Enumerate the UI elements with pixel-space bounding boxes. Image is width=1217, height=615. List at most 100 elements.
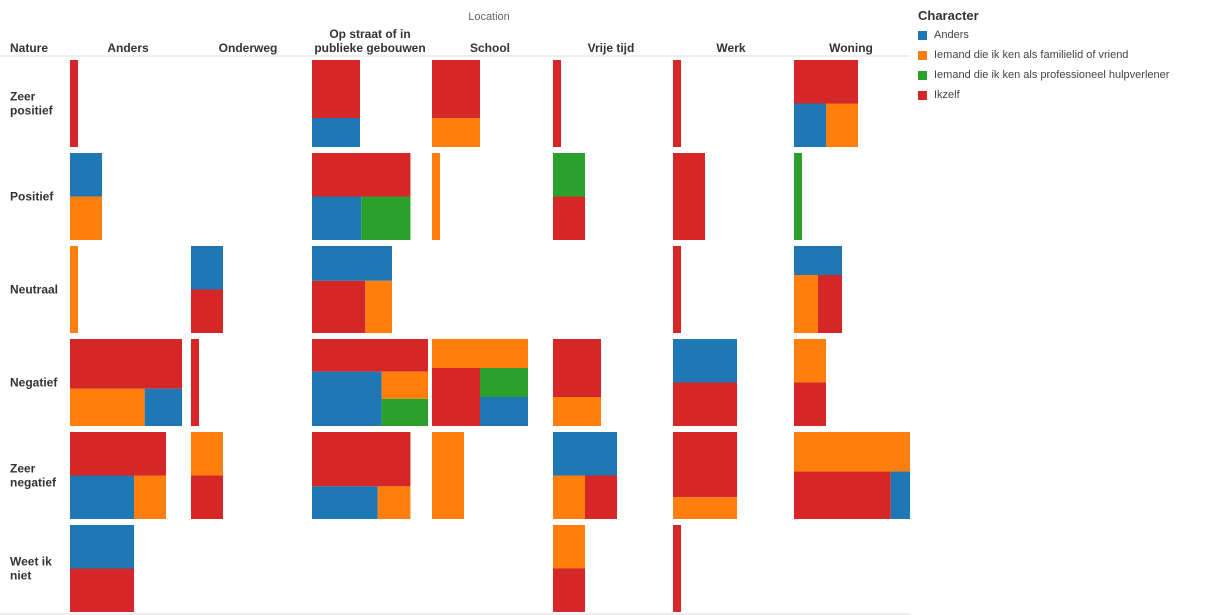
treemap-tile[interactable]: Ikzelf: 1 xyxy=(70,60,78,147)
column-label-vrije-tijd: Vrije tijd xyxy=(588,41,635,55)
treemap-tile[interactable]: Anders: 1 xyxy=(480,397,528,426)
treemap-tile[interactable]: Ikzelf: 1 xyxy=(818,275,842,333)
legend-item[interactable]: Anders xyxy=(918,25,1169,45)
treemap-tile[interactable]: Ikzelf: 2 xyxy=(553,339,601,397)
cell-zeer-positief-op-straat-of-in-publieke-gebouwen: Ikzelf: 2Anders: 1 xyxy=(312,60,360,147)
treemap-tile[interactable]: Iemand die ik ken als familielid of vrie… xyxy=(70,246,78,333)
treemap-tile[interactable]: Iemand die ik ken als professioneel hulp… xyxy=(553,153,585,197)
legend-label: Anders xyxy=(934,29,969,41)
cell-negatief-werk: Anders: 2Ikzelf: 2 xyxy=(673,339,737,426)
treemap-tile[interactable]: Iemand die ik ken als familielid of vrie… xyxy=(553,525,585,569)
treemap-tile[interactable]: Ikzelf: 1 xyxy=(553,196,585,241)
treemap-tile[interactable]: Anders: 1 xyxy=(70,153,102,197)
column-label-school: School xyxy=(470,41,510,55)
treemap-tile[interactable]: Iemand die ik ken als professioneel hulp… xyxy=(480,368,528,397)
treemap-tile[interactable]: Iemand die ik ken als professioneel hulp… xyxy=(361,196,411,241)
cell-zeer-negatief-op-straat-of-in-publieke-gebouwen: Ikzelf: 5Anders: 2Iemand die ik ken als … xyxy=(312,432,411,519)
treemap-tile[interactable]: Anders: 2 xyxy=(312,486,378,519)
treemap-tile[interactable]: Ikzelf: 1 xyxy=(191,289,223,334)
treemap-tile[interactable]: Ikzelf: 2 xyxy=(312,60,360,118)
treemap-tile[interactable]: Iemand die ik ken als familielid of vrie… xyxy=(432,339,528,368)
treemap-tile[interactable]: Anders: 2 xyxy=(553,432,617,476)
treemap-tile[interactable]: Ikzelf: 4 xyxy=(312,153,411,197)
legend-item[interactable]: Iemand die ik ken als professioneel hulp… xyxy=(918,65,1169,85)
cell-positief-op-straat-of-in-publieke-gebouwen: Ikzelf: 4Anders: 2Iemand die ik ken als … xyxy=(312,153,411,241)
treemap-tile[interactable]: Ikzelf: 2 xyxy=(673,153,705,240)
legend-item[interactable]: Iemand die ik ken als familielid of vrie… xyxy=(918,45,1169,65)
treemap-tile[interactable]: Iemand die ik ken als familielid of vrie… xyxy=(377,486,411,519)
treemap-tile[interactable]: Anders: 6 xyxy=(312,371,382,426)
treemap-tile[interactable]: Iemand die ik ken als familielid of vrie… xyxy=(70,388,145,426)
treemap-tile[interactable]: Ikzelf: 2 xyxy=(432,60,480,118)
treemap-tile[interactable]: Ikzelf: 6 xyxy=(312,339,428,372)
treemap-tile[interactable]: Ikzelf: 1 xyxy=(553,568,585,613)
cell-positief-woning: Iemand die ik ken als professioneel hulp… xyxy=(794,153,802,240)
cell-zeer-negatief-vrije-tijd: Anders: 2Iemand die ik ken als familieli… xyxy=(553,432,617,519)
treemap-tile[interactable]: Ikzelf: 5 xyxy=(794,471,891,519)
treemap-tile[interactable]: Iemand die ik ken als familielid of vrie… xyxy=(432,153,440,240)
legend-swatch xyxy=(918,70,927,80)
treemap-tile[interactable]: Anders: 2 xyxy=(70,525,134,569)
treemap-tile[interactable]: Iemand die ik ken als familielid of vrie… xyxy=(191,432,223,476)
treemap-tile[interactable]: Ikzelf: 1 xyxy=(673,525,681,612)
treemap-tile[interactable]: Ikzelf: 1 xyxy=(191,339,199,426)
treemap-tile[interactable]: Iemand die ik ken als familielid of vrie… xyxy=(432,432,464,519)
treemap-tile[interactable]: Anders: 2 xyxy=(70,475,134,520)
treemap-tile[interactable]: Anders: 2 xyxy=(673,339,737,383)
treemap-tile[interactable]: Ikzelf: 2 xyxy=(432,368,480,426)
treemap-tile[interactable]: Iemand die ik ken als familielid of vrie… xyxy=(70,196,102,241)
treemap-tile[interactable]: Iemand die ik ken als familielid of vrie… xyxy=(553,397,601,426)
column-label-op-straat-of-in-publieke-gebouwen: Op straat of in xyxy=(329,27,410,41)
treemap-tile[interactable]: Iemand die ik ken als familielid of vrie… xyxy=(673,497,737,519)
treemap-tile[interactable]: Ikzelf: 1 xyxy=(191,475,223,520)
treemap-tile[interactable]: Ikzelf: 1 xyxy=(673,246,681,333)
treemap-tile[interactable]: Anders: 1 xyxy=(890,471,910,519)
treemap-tile[interactable]: Iemand die ik ken als familielid of vrie… xyxy=(381,371,428,399)
treemap-tile[interactable]: Iemand die ik ken als professioneel hulp… xyxy=(794,153,802,240)
cell-zeer-positief-vrije-tijd: Ikzelf: 1 xyxy=(553,60,561,147)
treemap-tile[interactable]: Ikzelf: 2 xyxy=(794,60,858,104)
treemap-tile[interactable]: Iemand die ik ken als familielid of vrie… xyxy=(134,475,166,520)
treemap-tile[interactable]: Iemand die ik ken als familielid of vrie… xyxy=(432,118,480,147)
treemap-tile[interactable]: Ikzelf: 2 xyxy=(312,280,366,333)
row-label-zeer-positief: positief xyxy=(10,104,54,118)
legend-item[interactable]: Ikzelf xyxy=(918,85,1169,105)
treemap-tile[interactable]: Anders: 1 xyxy=(312,118,360,147)
treemap-tile[interactable]: Ikzelf: 1 xyxy=(794,382,826,427)
treemap-tile[interactable]: Ikzelf: 2 xyxy=(673,382,737,427)
legend-label: Iemand die ik ken als familielid of vrie… xyxy=(934,49,1129,61)
cell-negatief-anders: Ikzelf: 4Iemand die ik ken als familieli… xyxy=(70,339,182,426)
treemap-tile[interactable]: Anders: 1 xyxy=(144,388,182,426)
row-label-positief: Positief xyxy=(10,190,54,204)
treemap-tile[interactable]: Iemand die ik ken als familielid of vrie… xyxy=(826,103,858,148)
cell-zeer-negatief-woning: Iemand die ik ken als familielid of vrie… xyxy=(794,432,910,519)
treemap-tile[interactable]: Ikzelf: 5 xyxy=(312,432,411,487)
treemap-tile[interactable]: Iemand die ik ken als familielid of vrie… xyxy=(365,280,392,333)
legend-swatch xyxy=(918,30,927,40)
treemap-tile[interactable]: Anders: 1 xyxy=(794,103,826,148)
cell-neutraal-werk: Ikzelf: 1 xyxy=(673,246,681,333)
treemap-tile[interactable]: Ikzelf: 1 xyxy=(553,60,561,147)
cell-zeer-positief-anders: Ikzelf: 1 xyxy=(70,60,78,147)
treemap-tile[interactable]: Anders: 1 xyxy=(794,246,842,275)
treemap-tile[interactable]: Ikzelf: 3 xyxy=(70,432,166,476)
treemap-tile[interactable]: Iemand die ik ken als familielid of vrie… xyxy=(553,475,585,520)
treemap-tile[interactable]: Ikzelf: 3 xyxy=(673,432,737,498)
treemap-tile[interactable]: Ikzelf: 1 xyxy=(673,60,681,147)
cell-weet-ik-niet-werk: Ikzelf: 1 xyxy=(673,525,681,612)
treemap-tile[interactable]: Iemand die ik ken als familielid of vrie… xyxy=(794,432,910,472)
treemap-tile[interactable]: Iemand die ik ken als familielid of vrie… xyxy=(794,339,826,383)
treemap-tile[interactable]: Ikzelf: 2 xyxy=(70,568,134,613)
treemap-tile[interactable]: Anders: 2 xyxy=(312,196,362,241)
cell-zeer-negatief-anders: Ikzelf: 3Anders: 2Iemand die ik ken als … xyxy=(70,432,166,519)
treemap-tile[interactable]: Iemand die ik ken als familielid of vrie… xyxy=(794,275,818,333)
cell-negatief-school: Iemand die ik ken als familielid of vrie… xyxy=(432,339,528,426)
treemap-tile[interactable]: Ikzelf: 1 xyxy=(585,475,617,520)
legend-items: Anders Iemand die ik ken als familielid o… xyxy=(918,25,1169,105)
treemap-tile[interactable]: Anders: 1 xyxy=(191,246,223,290)
column-label-werk: Werk xyxy=(716,41,745,55)
treemap-tile[interactable]: Ikzelf: 4 xyxy=(70,339,182,389)
treemap-tile[interactable]: Iemand die ik ken als professioneel hulp… xyxy=(381,398,428,426)
treemap-tile[interactable]: Anders: 2 xyxy=(312,246,392,281)
cell-neutraal-anders: Iemand die ik ken als familielid of vrie… xyxy=(70,246,78,333)
